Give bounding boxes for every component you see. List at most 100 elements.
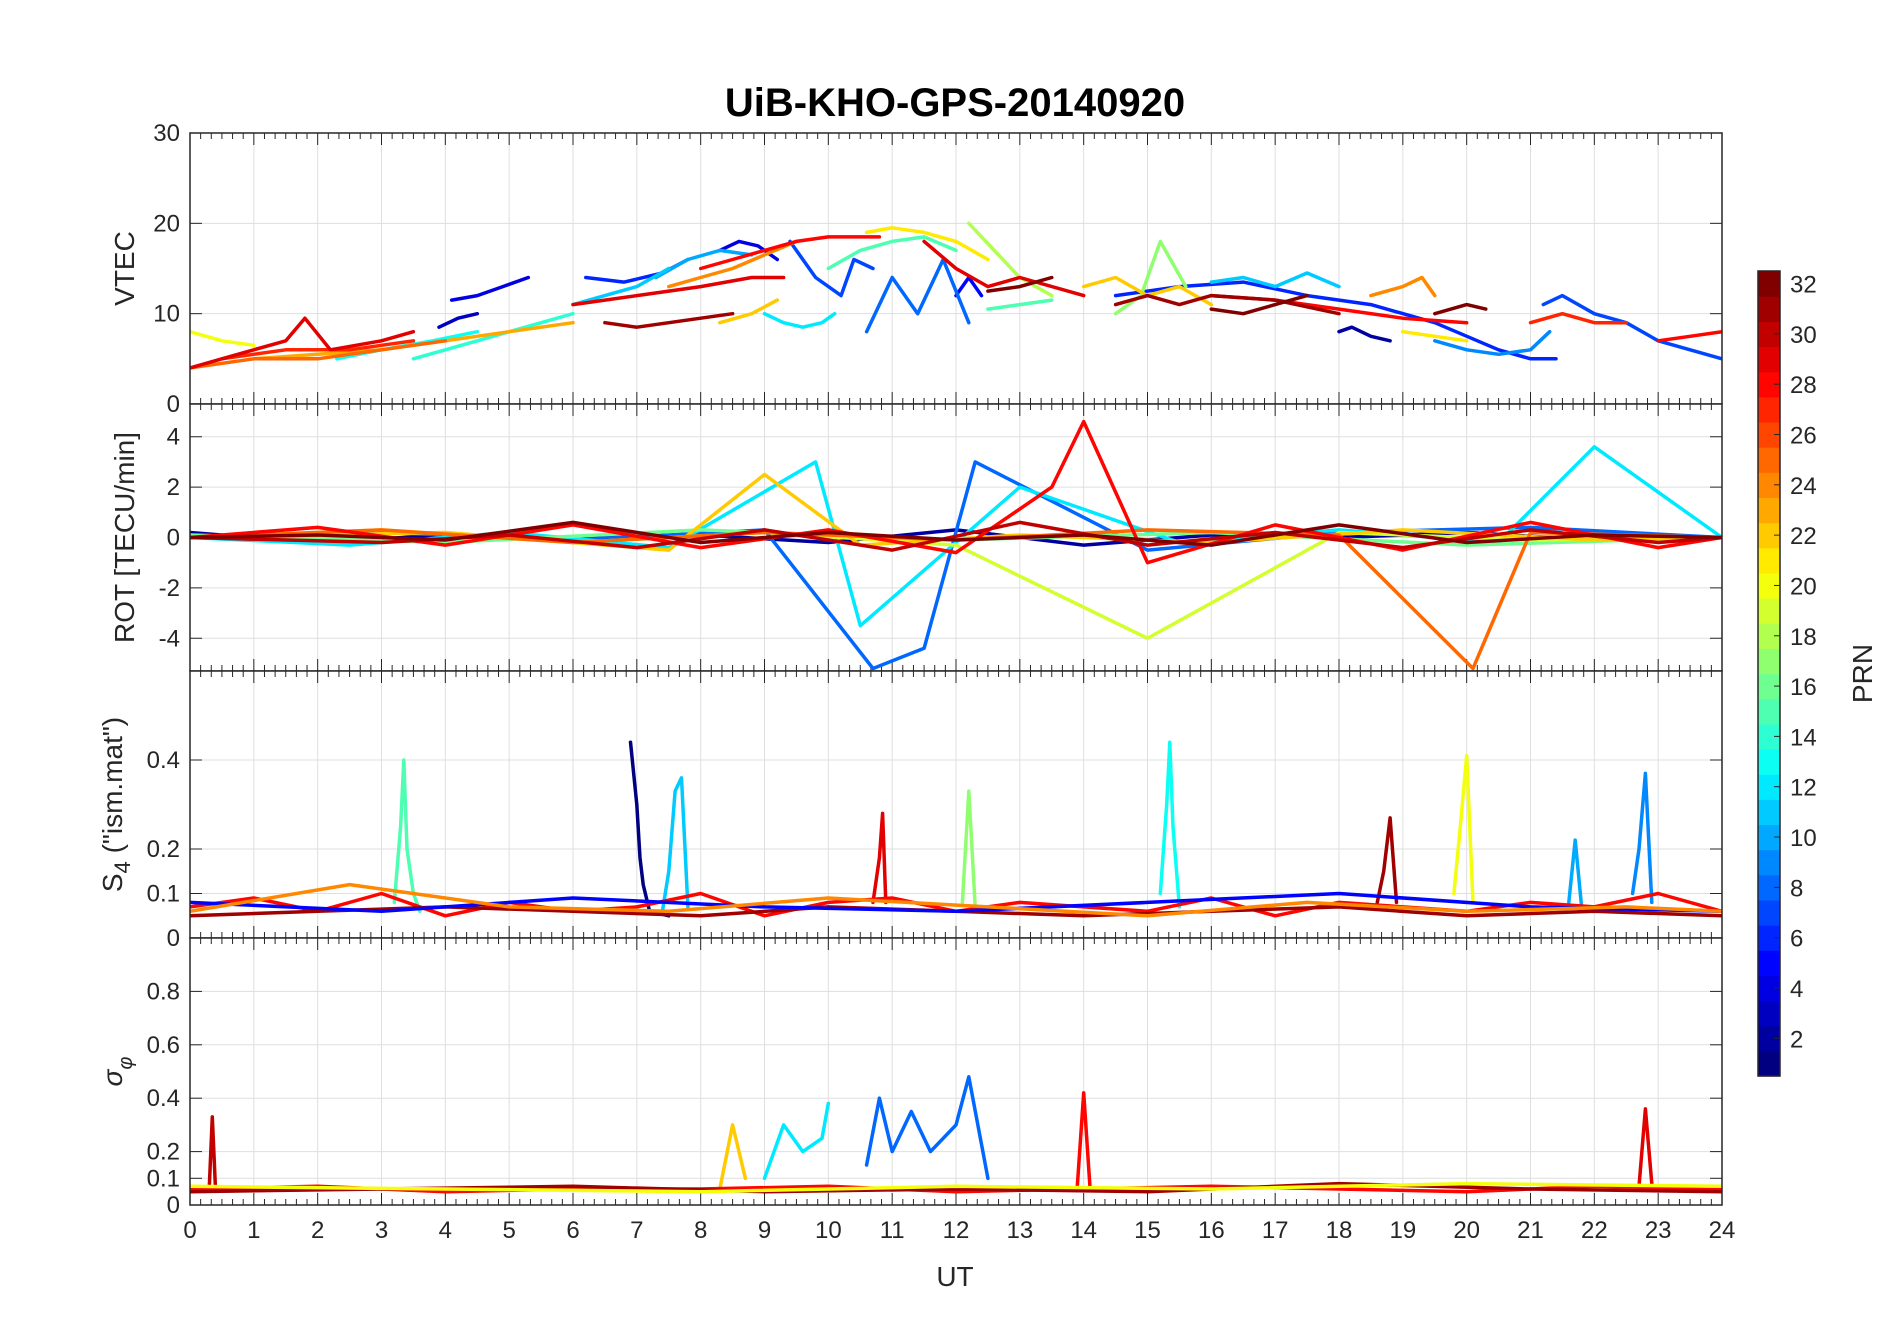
series-line-prn-7 xyxy=(788,239,875,298)
colorbar-swatch xyxy=(1758,623,1780,649)
series-line-prn-20 xyxy=(1452,753,1475,905)
series-line-prn-10 xyxy=(1567,838,1584,909)
series-line-prn-24 xyxy=(1369,275,1437,298)
y-tick-label: -2 xyxy=(159,575,180,602)
colorbar-swatch xyxy=(1758,346,1780,373)
colorbar-tick-label: 2 xyxy=(1790,1026,1803,1053)
y-tick-label: 2 xyxy=(167,474,180,501)
series-group xyxy=(190,740,1722,918)
series-line-prn-4 xyxy=(449,275,531,302)
series-line-prn-32 xyxy=(1433,302,1488,316)
colorbar-swatch xyxy=(1758,975,1780,1002)
colorbar-swatch xyxy=(1758,472,1780,499)
series-line-prn-28 xyxy=(190,419,1722,565)
y-axis-label: σφ xyxy=(97,1057,137,1087)
series-line-prn-27 xyxy=(220,339,416,361)
colorbar-label: PRN xyxy=(1847,644,1878,703)
colorbar-tick-label: 14 xyxy=(1790,724,1817,751)
colorbar-swatch xyxy=(1758,849,1780,876)
colorbar-swatch xyxy=(1758,522,1780,549)
x-tick-label: 9 xyxy=(758,1217,771,1244)
y-axis-label: ROT [TECU/min] xyxy=(109,432,140,643)
series-line-prn-22 xyxy=(718,298,780,325)
colorbar-swatch xyxy=(1758,1025,1780,1052)
colorbar-swatch xyxy=(1758,547,1780,574)
x-tick-label: 24 xyxy=(1709,1217,1736,1244)
x-tick-label: 13 xyxy=(1006,1217,1033,1244)
series-line-prn-12 xyxy=(762,1101,831,1181)
series-line-prn-8 xyxy=(864,257,971,334)
y-tick-label: 0.2 xyxy=(147,836,180,863)
x-tick-label: 2 xyxy=(311,1217,324,1244)
y-tick-label: 10 xyxy=(153,301,180,328)
series-line-prn-31 xyxy=(1375,816,1399,905)
colorbar-swatch xyxy=(1758,723,1780,750)
series-line-prn-21 xyxy=(864,226,990,262)
series-line-prn-9 xyxy=(1433,329,1552,357)
series-line-prn-32 xyxy=(1209,293,1309,316)
series-line-prn-12 xyxy=(762,311,837,329)
colorbar-swatch xyxy=(1758,396,1780,423)
x-tick-label: 3 xyxy=(375,1217,388,1244)
x-tick-label: 11 xyxy=(880,1217,905,1244)
series-line-prn-11 xyxy=(1209,271,1341,289)
y-tick-label: 0.6 xyxy=(147,1032,180,1059)
series-line-prn-15 xyxy=(392,758,422,914)
y-tick-label: 4 xyxy=(167,424,180,451)
series-line-prn-15 xyxy=(986,298,1054,311)
colorbar-swatch xyxy=(1758,874,1780,901)
colorbar-swatch xyxy=(1758,371,1780,398)
colorbar-swatch xyxy=(1758,774,1780,800)
y-tick-label: 20 xyxy=(153,210,180,237)
series-group xyxy=(190,221,1722,370)
x-tick-label: 22 xyxy=(1581,1217,1608,1244)
series-line-prn-29 xyxy=(922,239,1086,298)
series-line-prn-5 xyxy=(190,891,1722,914)
colorbar-tick-label: 24 xyxy=(1790,473,1817,500)
colorbar-tick-label: 8 xyxy=(1790,875,1803,902)
colorbar-swatch xyxy=(1758,950,1780,976)
x-tick-label: 8 xyxy=(694,1217,707,1244)
y-tick-label: 0.1 xyxy=(147,881,180,908)
series-line-prn-21 xyxy=(1401,329,1469,343)
x-tick-label: 20 xyxy=(1453,1217,1480,1244)
x-tick-label: 5 xyxy=(502,1217,515,1244)
colorbar-tick-label: 26 xyxy=(1790,423,1817,450)
colorbar-swatch xyxy=(1758,421,1780,448)
series-line-prn-10 xyxy=(654,248,754,280)
colorbar-swatch xyxy=(1758,572,1780,599)
x-tick-label: 7 xyxy=(630,1217,643,1244)
colorbar-swatch xyxy=(1758,925,1780,951)
series-line-prn-29 xyxy=(571,275,786,307)
x-tick-label: 0 xyxy=(183,1217,196,1244)
series-line-prn-20 xyxy=(190,1181,1722,1194)
y-tick-label: 0 xyxy=(167,1192,180,1219)
colorbar-tick-label: 18 xyxy=(1790,624,1817,651)
series-line-prn-24 xyxy=(190,882,1722,918)
panel-rot: -4 -2 0 2 4 ROT [TECU/min] xyxy=(109,403,1723,672)
colorbar-tick-label: 32 xyxy=(1790,272,1817,299)
colorbar-swatch xyxy=(1758,1050,1780,1077)
colorbar-swatch xyxy=(1758,1000,1780,1027)
colorbar-tick-label: 28 xyxy=(1790,372,1817,399)
series-line-prn-31 xyxy=(603,311,735,329)
y-tick-label: 0 xyxy=(167,925,180,952)
colorbar-swatch xyxy=(1758,648,1780,675)
colorbar-swatch xyxy=(1758,748,1780,775)
y-axis-label: VTEC xyxy=(109,231,140,306)
series-line-prn-2 xyxy=(1337,325,1392,343)
series-group xyxy=(190,419,1722,671)
series-line-prn-28 xyxy=(698,235,882,271)
x-tick-label: 4 xyxy=(439,1217,452,1244)
series-line-prn-20 xyxy=(190,329,256,348)
colorbar-tick-label: 10 xyxy=(1790,825,1817,852)
series-line-prn-9 xyxy=(1630,771,1654,905)
y-tick-label: 0.1 xyxy=(147,1165,180,1192)
x-tick-label: 16 xyxy=(1198,1217,1225,1244)
colorbar-swatch xyxy=(1758,296,1780,322)
colorbar-swatch xyxy=(1758,799,1780,826)
series-line-prn-32 xyxy=(986,275,1054,293)
colorbar-swatch xyxy=(1758,673,1780,700)
x-tick-label: 17 xyxy=(1262,1217,1289,1244)
